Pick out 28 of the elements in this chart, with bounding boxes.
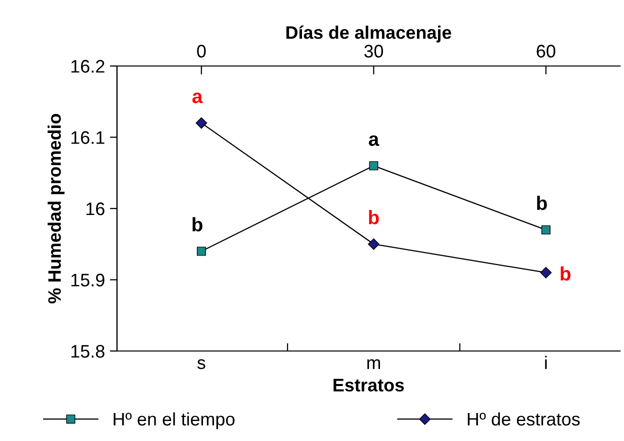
x2-axis-title: Días de almacenaje: [286, 26, 452, 42]
point: [369, 161, 378, 170]
annotation: a: [368, 135, 380, 146]
x-axis-title: Estratos: [334, 378, 404, 392]
legend-label: Hº de estratos: [468, 412, 580, 426]
x-tick-label: m: [367, 359, 380, 369]
x2-tick-label: 0: [197, 44, 206, 58]
annotation: a: [192, 92, 203, 104]
x2-tick-label: 60: [536, 44, 556, 58]
point: [540, 266, 552, 278]
point: [368, 238, 380, 250]
point: [541, 225, 550, 234]
annotation: b: [560, 266, 571, 281]
legend-label: Hº en el tiempo: [114, 412, 235, 430]
y-tick-label: 15.9: [71, 274, 104, 286]
annotation: b: [369, 210, 379, 224]
annotation: b: [537, 196, 547, 210]
x-tick-label: s: [197, 359, 206, 370]
point: [196, 246, 206, 256]
point: [196, 117, 208, 129]
y-tick-label: 16: [86, 202, 104, 216]
x2-tick-label: 30: [364, 44, 384, 58]
y-tick-label: 15.8: [71, 344, 104, 358]
annotation: b: [192, 217, 202, 232]
y-tick-label: 16.1: [71, 131, 104, 144]
y-tick-label: 16.2: [71, 60, 104, 73]
y-axis-title: % Humedad promedio: [48, 114, 64, 304]
x-tick-label: i: [545, 356, 547, 369]
